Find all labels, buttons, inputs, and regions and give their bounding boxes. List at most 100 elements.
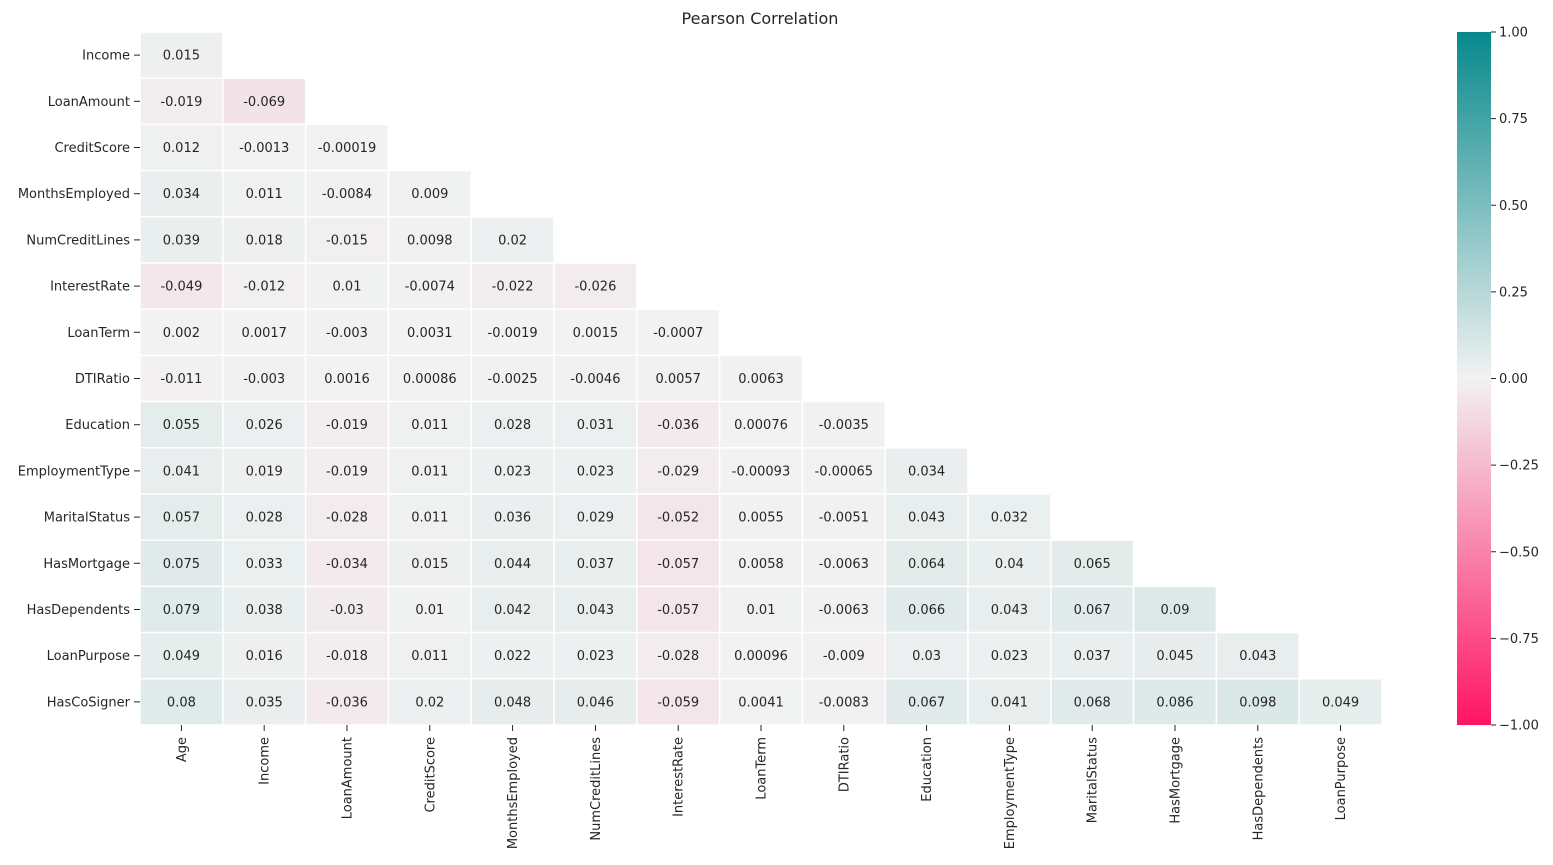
heatmap-cell (387, 216, 472, 264)
heatmap-cell (304, 262, 390, 310)
cell-value-label: 0.015 (411, 557, 448, 572)
heatmap-cell (470, 631, 555, 680)
heatmap-cell (553, 262, 638, 310)
cell-value-label: -0.0063 (819, 603, 869, 618)
cell-value-label: 0.037 (577, 557, 614, 572)
heatmap-cell (387, 493, 472, 541)
cell-value-label: 0.086 (1156, 695, 1193, 710)
cell-value-label: -0.022 (492, 280, 534, 295)
cell-value-label: 0.055 (163, 418, 200, 433)
cell-value-label: 0.02 (415, 695, 444, 710)
cell-value-label: 0.066 (908, 603, 945, 618)
x-tick-label: EmploymentType (1003, 737, 1018, 849)
heatmap-cell (967, 539, 1052, 588)
x-tick-label: LoanPurpose (1334, 737, 1349, 820)
cell-value-label: -0.009 (823, 649, 865, 664)
cell-value-label: -0.011 (160, 372, 202, 387)
heatmap-cell (139, 493, 224, 541)
cell-value-label: 0.038 (246, 603, 283, 618)
colorbar-gradient (1457, 32, 1491, 725)
heatmap-cell (139, 539, 224, 588)
heatmap-cell (470, 447, 555, 495)
heatmap-cell (636, 631, 721, 680)
cell-value-label: -0.0051 (819, 511, 869, 526)
cell-value-label: 0.02 (498, 233, 527, 248)
cell-value-label: 0.041 (991, 695, 1028, 710)
cell-value-label: 0.067 (1074, 603, 1111, 618)
heatmap-cell (553, 308, 638, 357)
cell-value-label: -0.069 (243, 95, 285, 110)
cell-value-label: -0.012 (243, 280, 285, 295)
cell-value-label: 0.0058 (738, 557, 784, 572)
colorbar-tick-label: −0.50 (1499, 545, 1539, 560)
heatmap-cell (139, 585, 224, 634)
x-tick-label: InterestRate (672, 737, 687, 817)
cell-value-label: 0.029 (577, 511, 614, 526)
heatmap-cell (967, 678, 1052, 726)
cell-value-label: 0.08 (167, 695, 196, 710)
cell-value-label: 0.028 (494, 418, 531, 433)
colorbar-tick-label: 0.75 (1499, 112, 1528, 127)
cell-value-label: 0.041 (163, 464, 200, 479)
cell-value-label: 0.046 (577, 695, 614, 710)
heatmap-cell (139, 308, 224, 357)
cell-value-label: -0.0074 (405, 280, 455, 295)
heatmap-cell (470, 262, 555, 310)
cell-value-label: 0.023 (494, 464, 531, 479)
heatmap-cell (304, 585, 390, 634)
cell-value-label: 0.039 (163, 233, 200, 248)
cell-value-label: -0.034 (326, 557, 368, 572)
colorbar-tick-label: −0.75 (1499, 632, 1539, 647)
colorbar: 1.00 0.75 0.50 0.25 0.00 −0.25 −0.50 −0.75 −1.00 (1457, 26, 1539, 734)
x-tick-label: LoanAmount (341, 737, 356, 819)
heatmap-cell (884, 678, 969, 726)
cell-value-label: 0.057 (163, 511, 200, 526)
cell-value-label: 0.037 (1074, 649, 1111, 664)
cell-value-label: 0.075 (163, 557, 200, 572)
heatmap-cell (801, 493, 886, 541)
cell-value-label: 0.064 (908, 557, 945, 572)
colorbar-tick-label: 0.00 (1499, 372, 1528, 387)
heatmap-cell (304, 447, 390, 495)
cell-value-label: 0.0017 (241, 326, 287, 341)
cell-value-label: -0.018 (326, 649, 368, 664)
heatmap-cell (222, 447, 307, 495)
cell-value-label: -0.015 (326, 233, 368, 248)
cell-value-label: 0.034 (163, 187, 200, 202)
cell-value-label: 0.0031 (407, 326, 453, 341)
cell-value-label: 0.03 (912, 649, 941, 664)
x-tick-label: HasDependents (1251, 737, 1266, 841)
cell-value-label: -0.00065 (815, 464, 873, 479)
heatmap-cell (1132, 631, 1218, 680)
cell-value-label: -0.0063 (819, 557, 869, 572)
x-tick-label: MonthsEmployed (506, 737, 521, 849)
cell-value-label: 0.011 (246, 187, 283, 202)
heatmap-cell (387, 585, 472, 634)
cell-value-label: -0.019 (326, 464, 368, 479)
cell-value-label: -0.036 (657, 418, 699, 433)
heatmap-cell (718, 447, 804, 495)
cell-value-label: 0.016 (246, 649, 283, 664)
heatmap-cell (884, 447, 969, 495)
cell-value-label: -0.0083 (819, 695, 869, 710)
y-tick-label: LoanTerm (67, 326, 130, 341)
cell-value-label: 0.015 (163, 49, 200, 64)
heatmap-cell (470, 678, 555, 726)
x-tick-label: Income (258, 737, 273, 785)
colorbar-tick-label: −1.00 (1499, 719, 1539, 734)
x-tick-label: Education (920, 737, 935, 802)
cell-value-label: -0.003 (243, 372, 285, 387)
heatmap-cell (801, 447, 886, 495)
cell-value-label: 0.049 (1322, 695, 1359, 710)
cell-value-label: -0.03 (330, 603, 364, 618)
y-axis: Income LoanAmount CreditScore MonthsEmploye… (18, 49, 140, 710)
heatmap-cell (801, 539, 886, 588)
heatmap-cell (387, 539, 472, 588)
heatmap-cell (553, 631, 638, 680)
heatmap-cell (387, 262, 472, 310)
colorbar-tick-label: −0.25 (1499, 459, 1539, 474)
cell-value-label: 0.043 (577, 603, 614, 618)
heatmap-cell (1050, 631, 1135, 680)
y-tick-label: InterestRate (50, 280, 130, 295)
heatmap-cell (387, 169, 472, 218)
